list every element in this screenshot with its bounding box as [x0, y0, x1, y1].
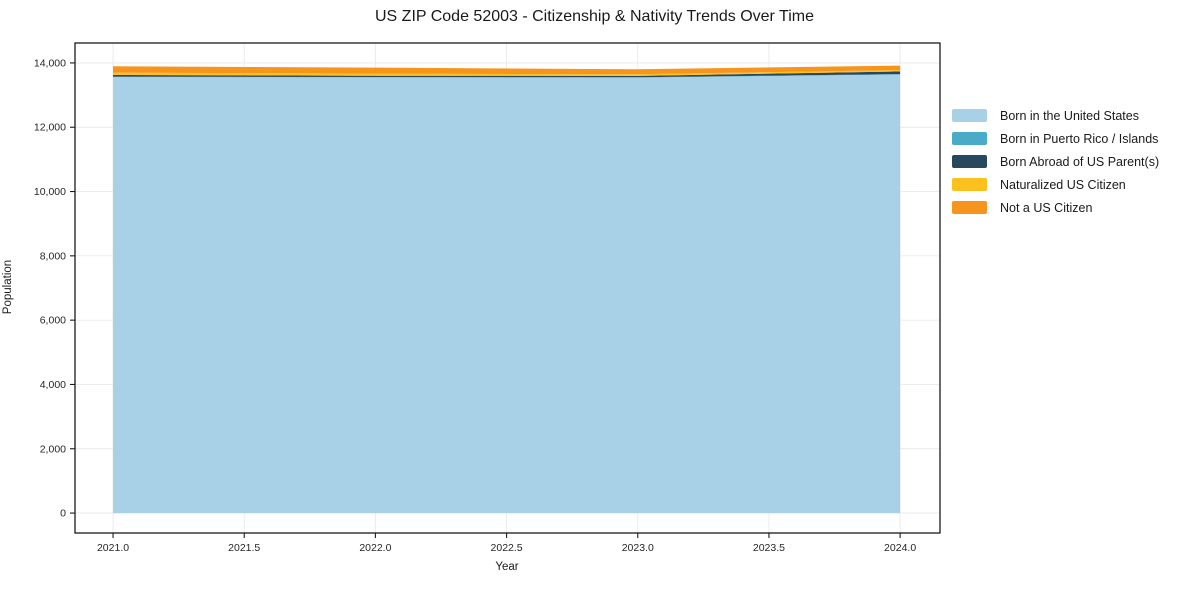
x-tick-label: 2021.0 [97, 542, 129, 554]
axes-border [74, 42, 941, 534]
legend: Born in the United States Born in Puerto … [952, 104, 1159, 219]
x-axis-label: Year [495, 561, 519, 573]
y-axis-label: Population [2, 259, 14, 315]
y-tick-label: 8,000 [40, 250, 66, 262]
legend-swatch-born-in-the-united-states [952, 109, 987, 122]
y-tick-label: 14,000 [34, 57, 66, 69]
legend-swatch-born-abroad-of-us-parent-s [952, 155, 987, 168]
x-tick-label: 2022.5 [491, 542, 523, 554]
area-not-a-us-citizen [113, 65, 901, 75]
chart-title: US ZIP Code 52003 - Citizenship & Nativi… [375, 8, 814, 25]
y-tick-label: 10,000 [34, 186, 66, 198]
x-tick-label: 2023.0 [622, 542, 654, 554]
legend-swatch-naturalized-us-citizen [952, 178, 987, 191]
legend-label: Naturalized US Citizen [1000, 177, 1126, 192]
legend-item: Naturalized US Citizen [952, 173, 1159, 196]
legend-swatch-born-in-puerto-rico-islands [952, 132, 987, 145]
legend-label: Born Abroad of US Parent(s) [1000, 154, 1160, 169]
y-tick-label: 2,000 [40, 443, 66, 455]
y-tick-label: 0 [60, 508, 66, 520]
legend-label: Born in Puerto Rico / Islands [1000, 131, 1159, 146]
area-born-in-the-united-states [113, 74, 901, 514]
x-tick-label: 2021.5 [228, 542, 260, 554]
area-born-abroad-of-us-parent-s [113, 71, 901, 78]
legend-item: Not a US Citizen [952, 196, 1159, 219]
x-tick-label: 2023.5 [753, 542, 785, 554]
legend-label: Not a US Citizen [1000, 200, 1093, 215]
x-tick-label: 2024.0 [884, 542, 916, 554]
legend-swatch-not-a-us-citizen [952, 201, 987, 214]
area-born-in-puerto-rico-islands [113, 74, 901, 78]
y-tick-label: 12,000 [34, 122, 66, 134]
legend-item: Born in Puerto Rico / Islands [952, 127, 1159, 150]
y-tick-label: 4,000 [40, 379, 66, 391]
legend-item: Born Abroad of US Parent(s) [952, 150, 1159, 173]
area-naturalized-us-citizen [113, 70, 901, 76]
legend-item: Born in the United States [952, 104, 1159, 127]
legend-label: Born in the United States [1000, 108, 1139, 123]
x-tick-label: 2022.0 [359, 542, 391, 554]
y-tick-label: 6,000 [40, 315, 66, 327]
